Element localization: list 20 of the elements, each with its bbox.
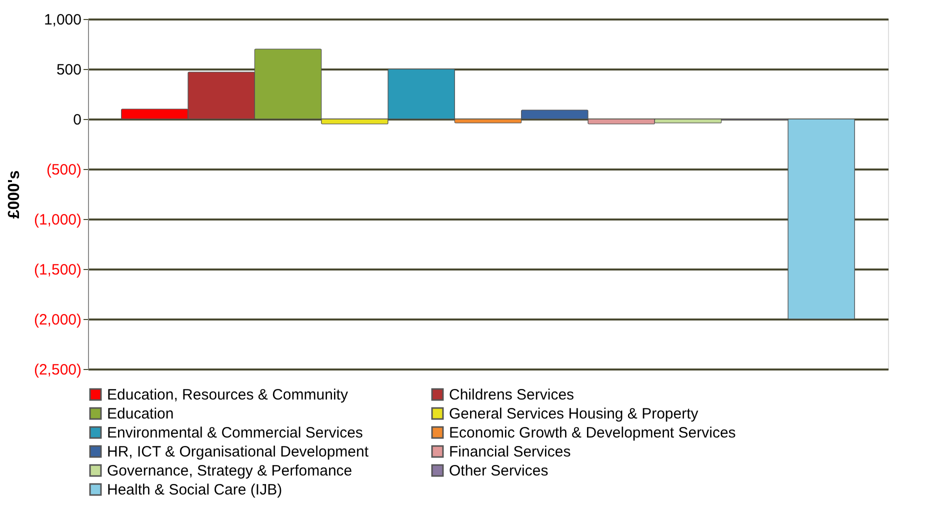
legend-label: HR, ICT & Organisational Development [107,444,370,460]
y-tick-label: (2,500) [34,362,82,378]
legend-label: Governance, Strategy & Perfomance [107,462,352,480]
legend-label: Health & Social Care (IJB) [107,482,282,498]
legend-label: Environmental & Commercial Services [107,424,363,442]
legend-label: Education, Resources & Community [107,386,348,404]
legend-label: Financial Services [449,444,571,460]
y-tick-label: 1,000 [44,12,82,28]
y-tick-label: (1,000) [34,212,82,228]
legend-label: Economic Growth & Development Services [449,424,736,442]
legend-label: Childrens Services [449,386,574,404]
y-tick-label: (1,500) [34,262,82,278]
legend-label: General Services Housing & Property [449,406,699,422]
y-tick-label: (2,000) [34,312,82,328]
legend-label: Other Services [449,462,548,480]
y-tick-label: (500) [46,162,82,178]
legend-label: Education [107,406,174,422]
y-tick-label: 500 [56,62,82,78]
y-tick-label: 0 [73,112,82,128]
y-axis-title: £000's [6,170,23,219]
